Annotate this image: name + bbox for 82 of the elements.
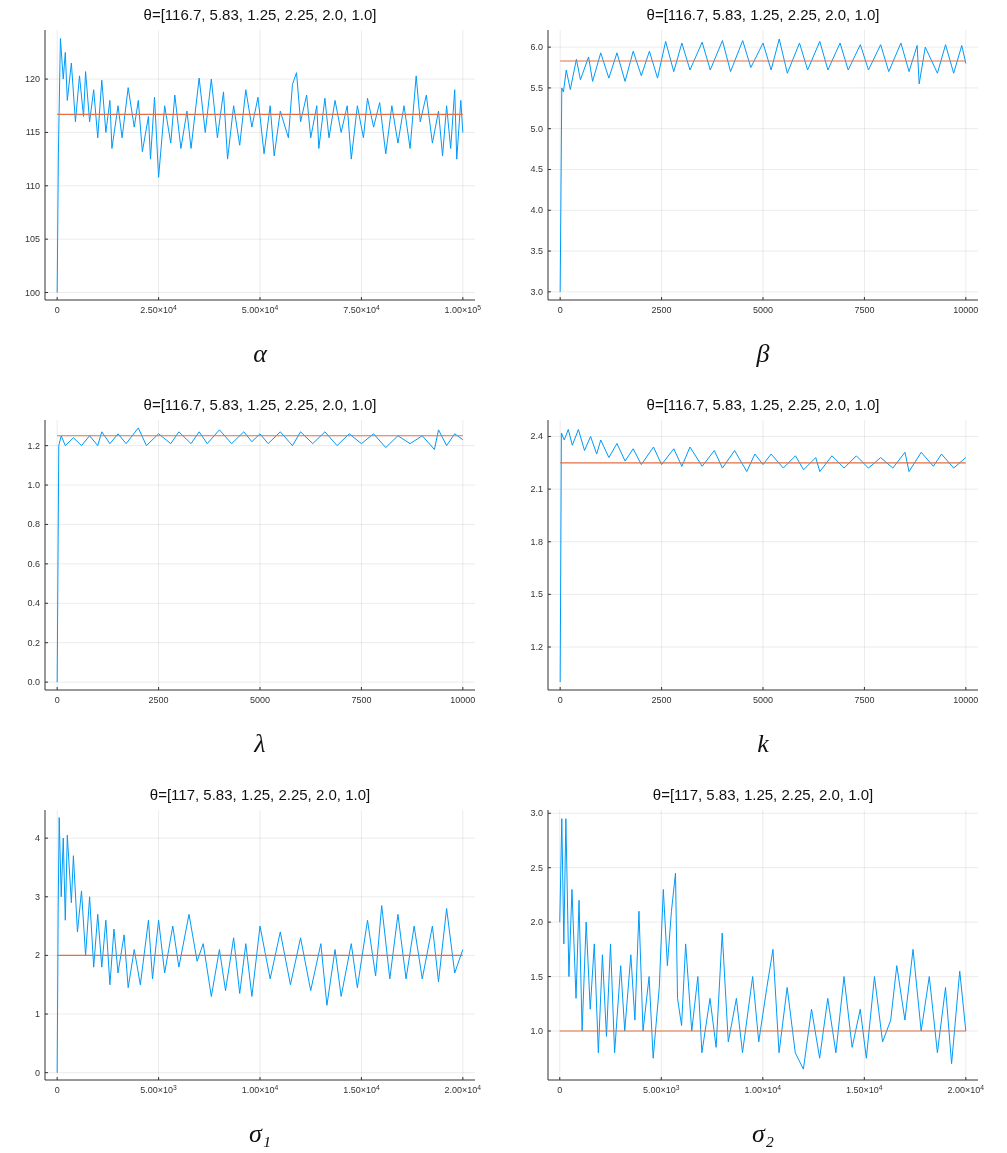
line-series (56, 427, 464, 683)
x-tick-label: 10000 (953, 305, 979, 315)
chart-title: θ=[116.7, 5.83, 1.25, 2.25, 2.0, 1.0] (646, 6, 880, 23)
x-tick-label: 0 (557, 305, 563, 315)
x-tick-label: 0 (54, 1085, 60, 1095)
y-tick-label: 0 (34, 1067, 40, 1078)
x-tick-label: 1.00×10$^{4}$ (241, 1083, 279, 1095)
y-tick-label: 115 (25, 127, 40, 138)
x-tick-label: 10000 (953, 695, 979, 705)
x-tick-label: 5.00×10$^{4}$ (241, 303, 279, 315)
x-tick-label: 5.00×10$^{3}$ (643, 1083, 680, 1095)
y-tick-label: 1.2 (27, 440, 40, 451)
y-tick-label: 3.0 (530, 808, 543, 819)
x-tick-label: 0 (557, 695, 563, 705)
chart-title: θ=[116.7, 5.83, 1.25, 2.25, 2.0, 1.0] (646, 396, 880, 413)
x-tick-label: 0 (557, 1085, 563, 1095)
y-tick-label: 1.2 (530, 642, 543, 653)
y-tick-label: 3 (34, 891, 40, 902)
y-tick-label: 2.1 (530, 484, 543, 495)
y-tick-label: 1.0 (27, 480, 40, 491)
y-tick-label: 100 (24, 287, 40, 298)
y-tick-label: 5.0 (530, 123, 543, 134)
y-tick-label: 2.4 (530, 431, 543, 442)
x-tick-label: 2.50×10$^{4}$ (140, 303, 178, 315)
y-tick-label: 0.8 (27, 519, 40, 530)
y-tick-label: 0.0 (27, 677, 40, 688)
y-tick-label: 2 (34, 950, 40, 961)
y-tick-label: 2.0 (530, 917, 543, 928)
chart-title: θ=[116.7, 5.83, 1.25, 2.25, 2.0, 1.0] (143, 6, 377, 23)
y-tick-label: 120 (24, 74, 40, 85)
y-tick-label: 2.5 (530, 862, 543, 873)
x-tick-label: 1.50×10$^{4}$ (846, 1083, 883, 1095)
x-tick-label: 5000 (249, 695, 271, 705)
line-series (56, 817, 464, 1074)
y-tick-label: 1.0 (530, 1026, 543, 1037)
x-tick-label: 7500 (351, 695, 372, 705)
y-tick-label: 1.5 (530, 971, 543, 982)
y-tick-label: 1.5 (530, 589, 543, 600)
y-tick-label: 4.5 (530, 164, 543, 175)
x-tick-label: 1.50×10$^{4}$ (343, 1083, 380, 1095)
y-tick-label: 4 (34, 833, 40, 844)
x-tick-label: 5000 (752, 305, 774, 315)
x-tick-label: 0 (54, 305, 60, 315)
y-tick-label: 0.2 (27, 637, 40, 648)
y-tick-label: 1 (34, 1009, 40, 1020)
y-tick-label: 0.6 (27, 558, 40, 569)
y-tick-label: 4.0 (530, 205, 543, 216)
x-axis-title: α (253, 339, 269, 368)
y-tick-label: 110 (25, 180, 40, 191)
line-series (559, 38, 967, 293)
x-axis-title: k (757, 729, 770, 758)
x-axis-title: β (755, 339, 770, 368)
x-tick-label: 2.00×10$^{4}$ (947, 1083, 985, 1095)
x-axis-title: λ (253, 729, 266, 758)
y-tick-label: 0.4 (27, 598, 40, 609)
x-tick-label: 7500 (854, 305, 875, 315)
x-tick-label: 5000 (752, 695, 774, 705)
x-tick-label: 2500 (651, 695, 672, 705)
y-tick-label: 1.8 (530, 536, 543, 547)
x-tick-label: 7500 (854, 695, 875, 705)
x-tick-label: 2.00×10$^{4}$ (444, 1083, 482, 1095)
y-tick-label: 3.0 (530, 286, 543, 297)
chart-title: θ=[117, 5.83, 1.25, 2.25, 2.0, 1.0] (652, 786, 874, 803)
x-tick-label: 5.00×10$^{3}$ (140, 1083, 178, 1095)
y-tick-label: 105 (24, 234, 40, 245)
y-tick-label: 5.5 (530, 82, 543, 93)
line-series (56, 38, 464, 294)
x-axis-title: σ₂ (752, 1119, 774, 1148)
x-tick-label: 1.00×10$^{5}$ (444, 303, 482, 315)
chart-title: θ=[117, 5.83, 1.25, 2.25, 2.0, 1.0] (149, 786, 371, 803)
line-series (559, 428, 967, 683)
line-series (559, 818, 967, 1070)
x-tick-label: 1.00×10$^{4}$ (744, 1083, 782, 1095)
x-tick-label: 7.50×10$^{4}$ (343, 303, 380, 315)
x-axis-title: σ₁ (249, 1119, 271, 1148)
x-tick-label: 2500 (148, 695, 169, 705)
chart-title: θ=[116.7, 5.83, 1.25, 2.25, 2.0, 1.0] (143, 396, 377, 413)
x-tick-label: 10000 (450, 695, 476, 705)
x-tick-label: 0 (54, 695, 60, 705)
y-tick-label: 3.5 (530, 246, 543, 257)
y-tick-label: 6.0 (530, 42, 543, 53)
x-tick-label: 2500 (651, 305, 672, 315)
